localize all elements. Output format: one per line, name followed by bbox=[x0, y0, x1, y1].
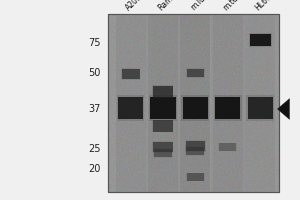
Bar bbox=[186, 68, 205, 78]
Bar bbox=[249, 33, 272, 47]
Bar bbox=[245, 14, 275, 192]
Bar bbox=[122, 69, 140, 79]
Bar bbox=[180, 14, 210, 192]
Bar bbox=[152, 141, 173, 153]
Bar bbox=[219, 143, 236, 151]
Bar bbox=[187, 69, 204, 77]
Bar bbox=[182, 95, 209, 121]
Text: Ramos: Ramos bbox=[157, 0, 181, 12]
Polygon shape bbox=[278, 99, 290, 119]
Bar bbox=[108, 14, 279, 192]
Bar bbox=[187, 173, 204, 181]
Text: 25: 25 bbox=[88, 144, 100, 154]
Bar bbox=[153, 142, 172, 152]
Bar bbox=[185, 146, 205, 156]
Bar bbox=[218, 143, 237, 151]
Bar bbox=[248, 97, 273, 119]
Text: 50: 50 bbox=[88, 68, 100, 78]
Bar bbox=[153, 86, 172, 98]
Bar bbox=[108, 14, 279, 192]
Bar bbox=[153, 120, 172, 132]
Bar bbox=[186, 141, 205, 151]
Bar bbox=[183, 97, 208, 119]
Text: A2058: A2058 bbox=[124, 0, 148, 12]
Bar bbox=[186, 147, 204, 155]
Bar bbox=[153, 148, 173, 158]
Bar bbox=[152, 120, 173, 132]
Bar bbox=[246, 95, 274, 121]
Text: 75: 75 bbox=[88, 38, 100, 48]
Text: 37: 37 bbox=[88, 104, 100, 114]
Bar bbox=[150, 97, 176, 119]
Bar bbox=[154, 149, 172, 157]
Bar bbox=[149, 95, 177, 121]
Bar bbox=[213, 14, 243, 192]
Bar bbox=[117, 95, 144, 121]
Text: 20: 20 bbox=[88, 164, 100, 174]
Bar bbox=[215, 97, 240, 119]
Bar bbox=[185, 140, 206, 152]
Bar bbox=[116, 14, 146, 192]
Text: HL60: HL60 bbox=[254, 0, 274, 12]
Bar bbox=[118, 97, 143, 119]
Bar bbox=[121, 68, 140, 80]
Bar bbox=[214, 95, 242, 121]
Bar bbox=[250, 34, 271, 46]
Text: m.lung: m.lung bbox=[189, 0, 214, 12]
Bar bbox=[148, 14, 178, 192]
Bar bbox=[186, 173, 205, 181]
Text: m.testis: m.testis bbox=[221, 0, 250, 12]
Bar bbox=[152, 85, 173, 99]
